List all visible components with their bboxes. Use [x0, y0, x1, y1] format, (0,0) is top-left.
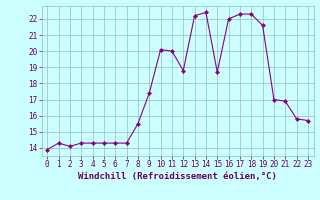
X-axis label: Windchill (Refroidissement éolien,°C): Windchill (Refroidissement éolien,°C)	[78, 172, 277, 181]
